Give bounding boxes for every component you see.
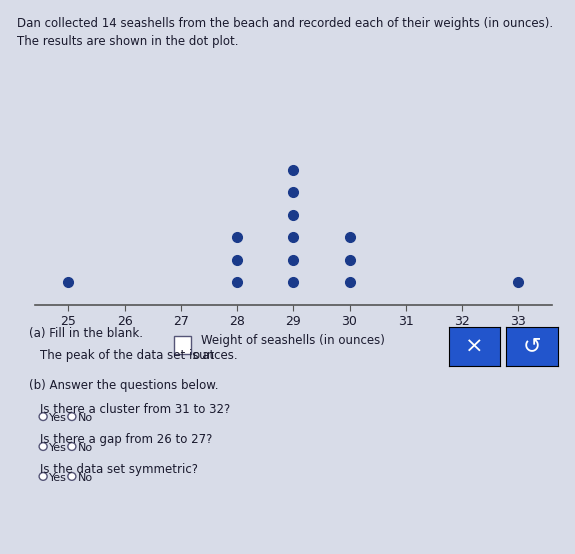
Text: Is there a cluster from 31 to 32?: Is there a cluster from 31 to 32? [40, 403, 231, 416]
Text: Is there a gap from 26 to 27?: Is there a gap from 26 to 27? [40, 433, 213, 445]
Text: (a) Fill in the blank.: (a) Fill in the blank. [29, 327, 143, 340]
Text: Dan collected 14 seashells from the beach and recorded each of their weights (in: Dan collected 14 seashells from the beac… [17, 17, 553, 48]
Text: No: No [78, 443, 93, 453]
Text: Is the data set symmetric?: Is the data set symmetric? [40, 463, 198, 475]
Text: No: No [78, 473, 93, 483]
Text: (b) Answer the questions below.: (b) Answer the questions below. [29, 379, 218, 392]
Text: No: No [78, 413, 93, 423]
Text: Yes: Yes [49, 413, 67, 423]
Text: Yes: Yes [49, 473, 67, 483]
X-axis label: Weight of seashells (in ounces): Weight of seashells (in ounces) [201, 334, 385, 347]
Text: Yes: Yes [49, 443, 67, 453]
Text: ×: × [465, 336, 484, 356]
Text: The peak of the data set is at: The peak of the data set is at [40, 349, 214, 362]
Text: ounces.: ounces. [193, 349, 238, 362]
Text: ↺: ↺ [523, 336, 541, 356]
